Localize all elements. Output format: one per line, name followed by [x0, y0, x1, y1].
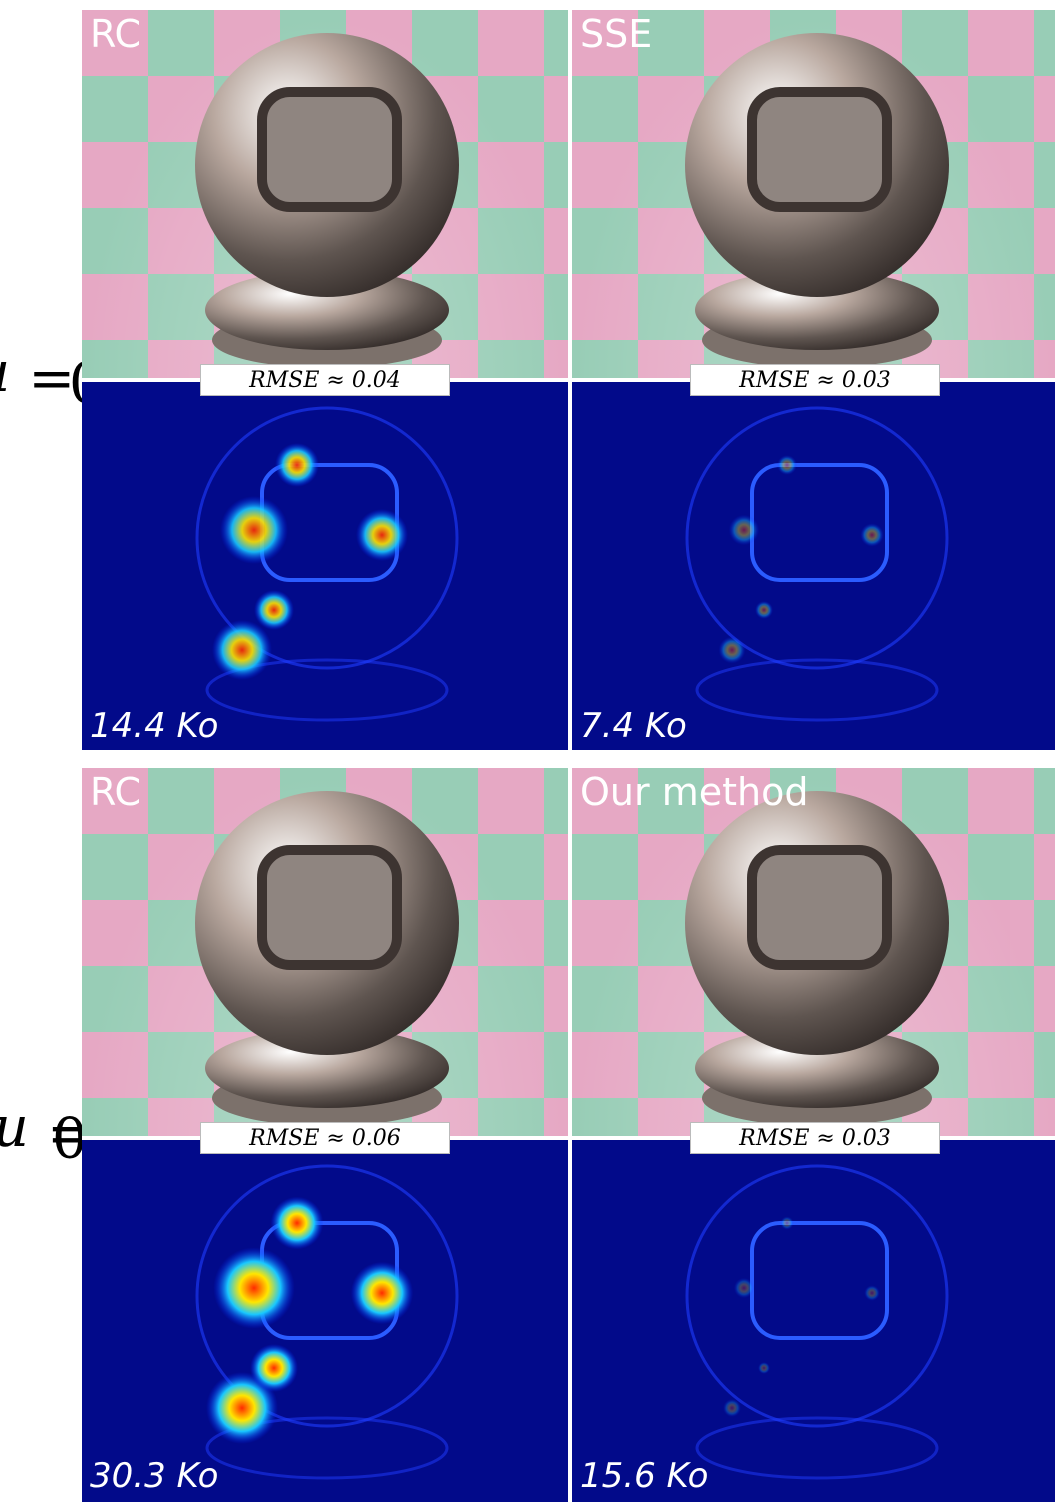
- cell-rc-n40: RC RMSE ≈ 0.04 14.4 Ko: [82, 10, 568, 752]
- error-hotspot: [250, 1344, 298, 1392]
- error-map: [197, 1166, 457, 1478]
- error-hotspot: [729, 515, 760, 546]
- error-hotspot: [758, 1362, 770, 1374]
- error-hotspot: [780, 1216, 793, 1229]
- error-hotspot: [719, 637, 746, 664]
- error-hotspot: [356, 509, 408, 561]
- cell-sse-n40: SSE RMSE ≈ 0.03 7.4 Ko: [572, 10, 1055, 752]
- error-map: [687, 408, 947, 720]
- ball-window: [752, 92, 887, 207]
- error-map: [197, 408, 457, 720]
- error-sphere-outline: [687, 408, 947, 668]
- size-label: 14.4 Ko: [90, 706, 218, 746]
- error-hotspot: [212, 620, 272, 680]
- shader-ball: [195, 33, 459, 368]
- error-hotspot: [254, 590, 294, 630]
- error-hotspot: [755, 601, 773, 619]
- row-eq: =: [4, 348, 75, 413]
- error-hotspot: [220, 496, 288, 564]
- error-hotspot: [271, 1197, 324, 1250]
- size-label: 15.6 Ko: [580, 1456, 708, 1496]
- error-hotspot: [723, 1399, 741, 1417]
- error-hotspot: [213, 1247, 295, 1329]
- method-label: SSE: [580, 12, 652, 56]
- ball-window: [262, 92, 397, 207]
- error-hotspot: [734, 1278, 754, 1298]
- method-label: RC: [90, 12, 141, 56]
- rmse-label: RMSE ≈ 0.03: [690, 364, 940, 396]
- shader-ball: [685, 33, 949, 368]
- rmse-label: RMSE ≈ 0.06: [200, 1122, 450, 1154]
- cell-our-method-n100: Our method RMSE ≈ 0.03 15.6 Ko: [572, 768, 1055, 1502]
- error-window-outline: [752, 1223, 887, 1338]
- size-label: 7.4 Ko: [580, 706, 687, 746]
- ball-window: [262, 850, 397, 965]
- shader-ball: [685, 791, 949, 1126]
- method-label: RC: [90, 770, 141, 814]
- error-hotspot: [777, 455, 797, 475]
- error-hotspot: [864, 1285, 880, 1301]
- shader-ball: [195, 791, 459, 1126]
- error-sphere-outline: [687, 1166, 947, 1426]
- error-hotspot: [351, 1262, 413, 1324]
- error-hotspot: [860, 523, 883, 546]
- cell-rc-n100: RC RMSE ≈ 0.06 30.3 Ko: [82, 768, 568, 1502]
- size-label: 30.3 Ko: [90, 1456, 218, 1496]
- error-map: [687, 1166, 947, 1478]
- error-hotspot: [275, 443, 319, 487]
- method-label: Our method: [580, 770, 808, 814]
- row-label-n-100: n = 100: [0, 768, 80, 1502]
- rmse-label: RMSE ≈ 0.03: [690, 1122, 940, 1154]
- rmse-label: RMSE ≈ 0.04: [200, 364, 450, 396]
- row-label-n-40: n = 40: [0, 10, 80, 750]
- ball-window: [752, 850, 887, 965]
- error-window-outline: [752, 465, 887, 580]
